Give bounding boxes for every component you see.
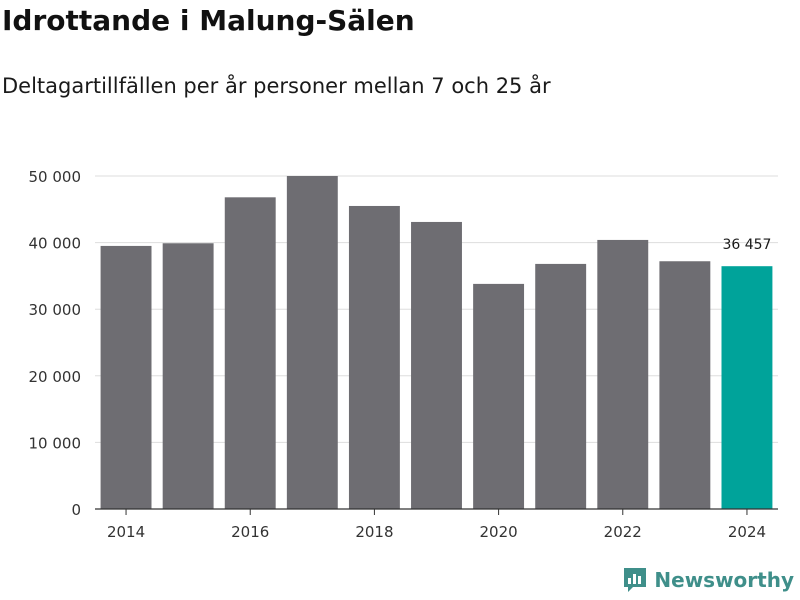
- bar: [286, 176, 338, 509]
- bar: [100, 245, 152, 509]
- bar: [597, 239, 649, 509]
- y-tick-label: 50 000: [29, 168, 82, 186]
- x-tick-label: 2016: [231, 523, 269, 541]
- bar: [535, 263, 587, 509]
- x-tick-label: 2022: [604, 523, 642, 541]
- y-tick-label: 20 000: [29, 368, 82, 386]
- y-tick-label: 10 000: [29, 434, 82, 452]
- y-tick-label: 40 000: [29, 235, 82, 253]
- y-tick-label: 0: [71, 501, 81, 519]
- x-tick-label: 2018: [355, 523, 393, 541]
- data-label: 36 457: [722, 237, 771, 253]
- x-tick-label: 2020: [479, 523, 517, 541]
- chart-title: Idrottande i Malung-Sälen: [2, 4, 415, 37]
- x-tick-label: 2024: [728, 523, 766, 541]
- bar: [473, 283, 525, 509]
- bar: [411, 221, 462, 510]
- bar: [721, 266, 773, 509]
- y-tick-label: 30 000: [29, 301, 82, 319]
- brand-logo: Newsworthy: [622, 566, 794, 594]
- chart-subtitle: Deltagartillfällen per år personer mella…: [2, 74, 551, 98]
- newsworthy-logo-icon: [624, 568, 647, 592]
- bar: [659, 261, 711, 509]
- bar: [224, 197, 276, 509]
- bar: [162, 243, 214, 510]
- brand-name: Newsworthy: [654, 568, 794, 592]
- bar: [348, 205, 400, 509]
- x-tick-label: 2014: [107, 523, 145, 541]
